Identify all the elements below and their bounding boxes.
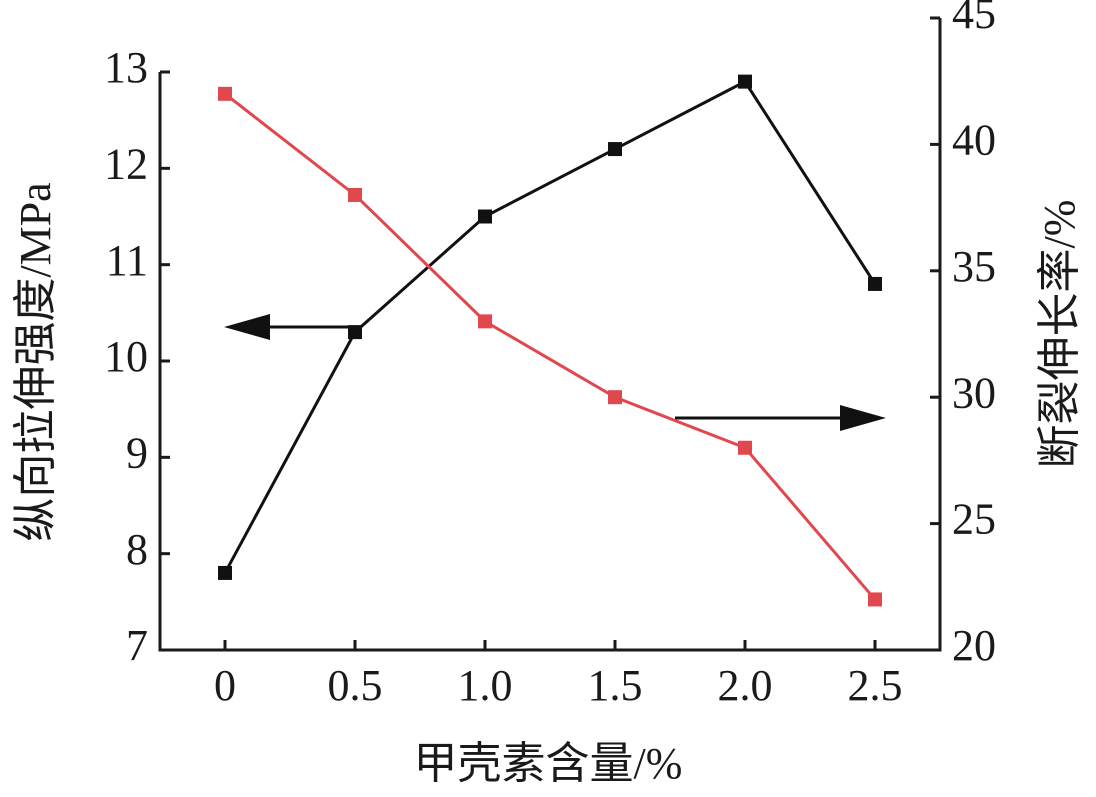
y2-tick-label: 30 — [952, 368, 996, 417]
y-tick-label: 11 — [106, 236, 148, 285]
y-tick-label: 9 — [126, 428, 148, 477]
x-tick-label: 0 — [214, 661, 236, 710]
y2-tick-label: 45 — [952, 0, 996, 38]
left-arrow — [224, 314, 355, 340]
marker — [738, 74, 752, 89]
series-line — [224, 92, 877, 601]
x-tick-label: 1.5 — [588, 661, 643, 710]
y-tick-label: 10 — [104, 332, 148, 381]
y-tick-label: 13 — [104, 43, 148, 92]
marker — [348, 187, 362, 202]
y2-tick-label: 20 — [952, 621, 996, 670]
series-line — [223, 79, 877, 574]
y-tick-label: 8 — [126, 525, 148, 574]
y-tick-label: 7 — [126, 621, 148, 670]
y-axis-title: 纵向拉伸强度/MPa — [11, 182, 60, 541]
y2-tick-label: 35 — [952, 242, 996, 291]
y2-tick-label: 40 — [952, 115, 996, 164]
x-tick-label: 1.0 — [458, 661, 513, 710]
marker — [608, 142, 622, 157]
y2-axis-title: 断裂伸长率/% — [1035, 200, 1084, 469]
x-axis-title: 甲壳素含量/% — [414, 739, 683, 788]
right-arrow — [675, 405, 886, 431]
marker — [738, 440, 752, 455]
y-tick-label: 12 — [104, 139, 148, 188]
x-tick-label: 2.0 — [718, 661, 773, 710]
marker — [478, 209, 492, 224]
y2-tick-label: 25 — [952, 495, 996, 544]
marker — [868, 276, 882, 291]
x-tick-label: 2.5 — [848, 661, 903, 710]
marker — [218, 86, 232, 101]
marker — [348, 325, 362, 340]
marker — [608, 390, 622, 405]
marker — [868, 592, 882, 607]
x-tick-label: 0.5 — [328, 661, 383, 710]
marker — [478, 314, 492, 329]
marker — [218, 565, 232, 580]
